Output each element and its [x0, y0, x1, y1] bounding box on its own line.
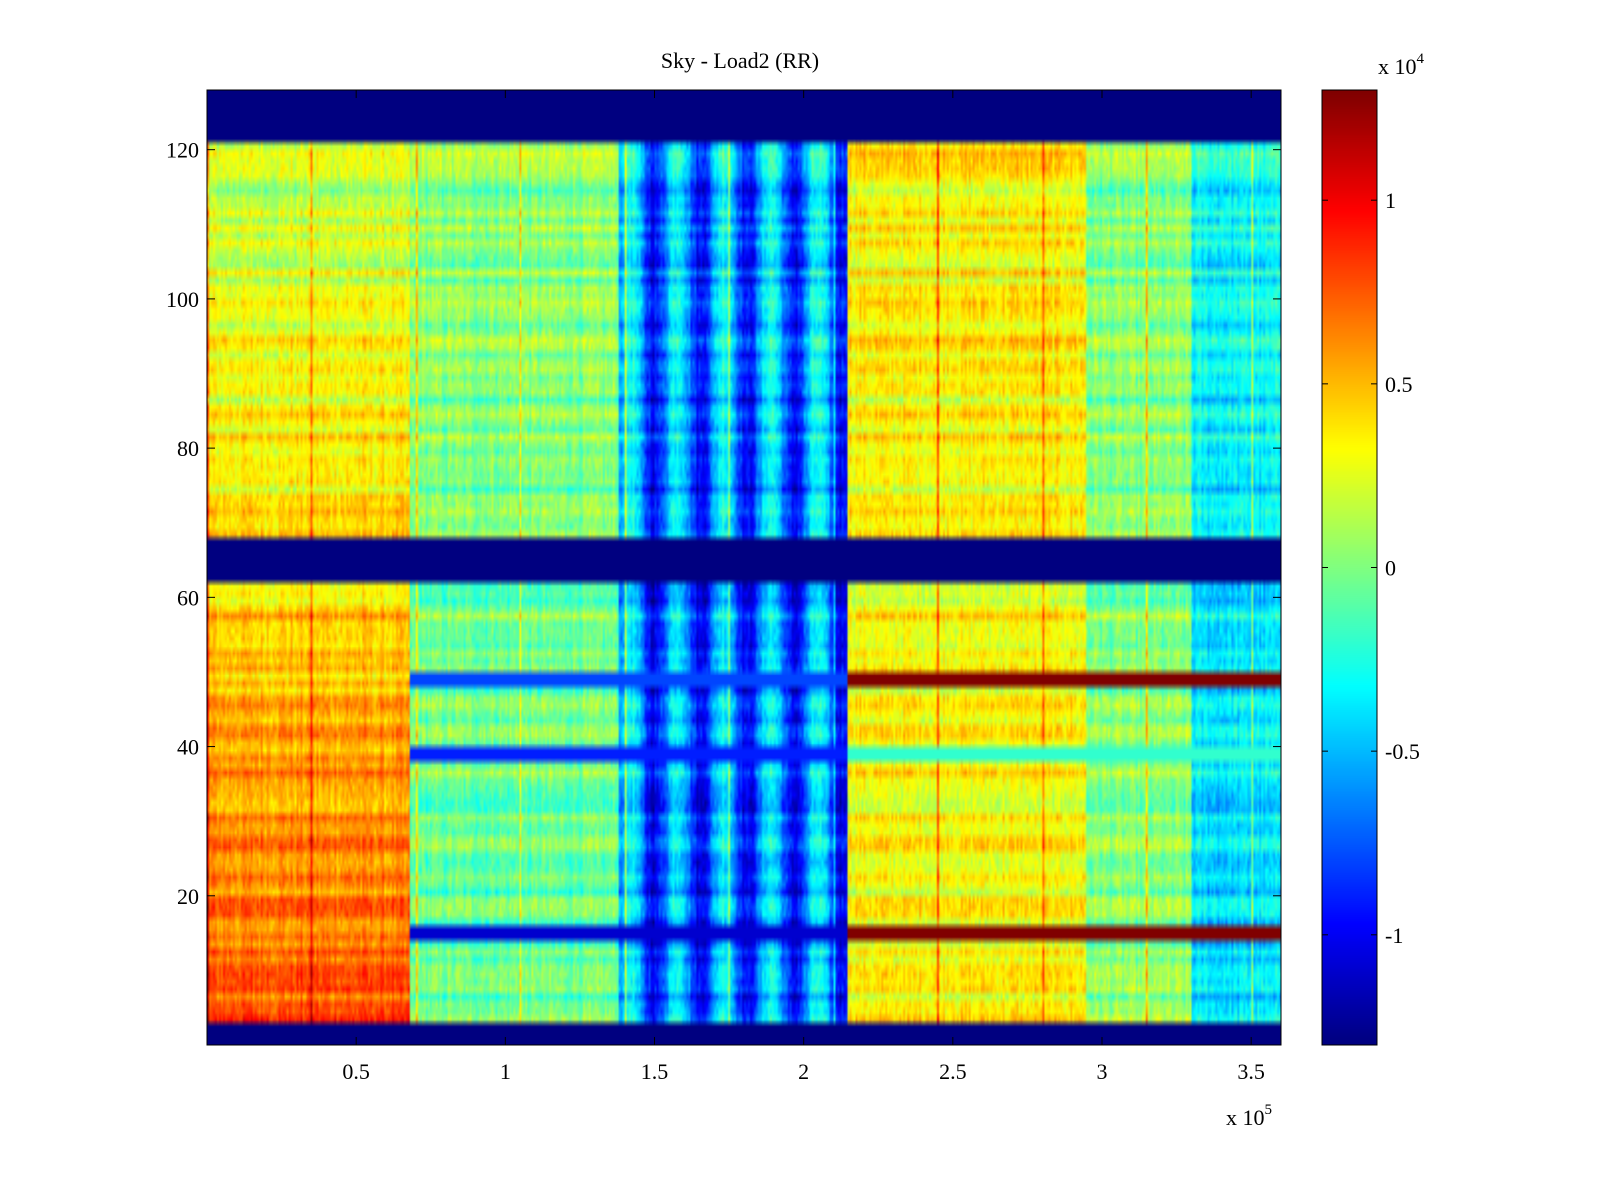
y-tick-label: 20	[177, 884, 199, 909]
y-tick-label: 60	[177, 585, 199, 610]
colorbar-multiplier: x 104	[1378, 51, 1425, 79]
colorbar-ticks: -1 -0.5 0 0.5 1	[1322, 188, 1420, 948]
colorbar-tick-label: 1	[1385, 188, 1396, 213]
x-tick-label: 1.5	[641, 1059, 669, 1084]
y-axis: 20 40 60 80 100 120	[166, 138, 1281, 909]
colorbar-tick-label: -1	[1385, 923, 1403, 948]
colorbar-tick-label: -0.5	[1385, 739, 1420, 764]
y-tick-label: 40	[177, 735, 199, 760]
x-axis-multiplier: x 105	[1226, 1102, 1272, 1130]
colorbar-tick-label: 0	[1385, 556, 1396, 581]
y-tick-label: 100	[166, 287, 199, 312]
colorbar: -1 -0.5 0 0.5 1	[1321, 89, 1420, 1046]
plot-frame	[206, 89, 1282, 1046]
x-tick-label: 1	[500, 1059, 511, 1084]
heatmap-image	[207, 90, 1281, 1045]
colorbar-tick-label: 0.5	[1385, 372, 1413, 397]
x-tick-label: 2.5	[939, 1059, 967, 1084]
x-tick-label: 2	[798, 1059, 809, 1084]
heatmap-plot-area	[206, 89, 1282, 1046]
y-tick-label: 80	[177, 436, 199, 461]
y-tick-label: 120	[166, 138, 199, 163]
x-tick-label: 0.5	[342, 1059, 370, 1084]
colorbar-gradient	[1322, 90, 1377, 1045]
x-tick-label: 3	[1097, 1059, 1108, 1084]
chart-title: Sky - Load2 (RR)	[661, 48, 819, 73]
x-tick-label: 3.5	[1237, 1059, 1265, 1084]
x-axis: 0.5 1 1.5 2 2.5 3 3.5	[342, 90, 1265, 1084]
